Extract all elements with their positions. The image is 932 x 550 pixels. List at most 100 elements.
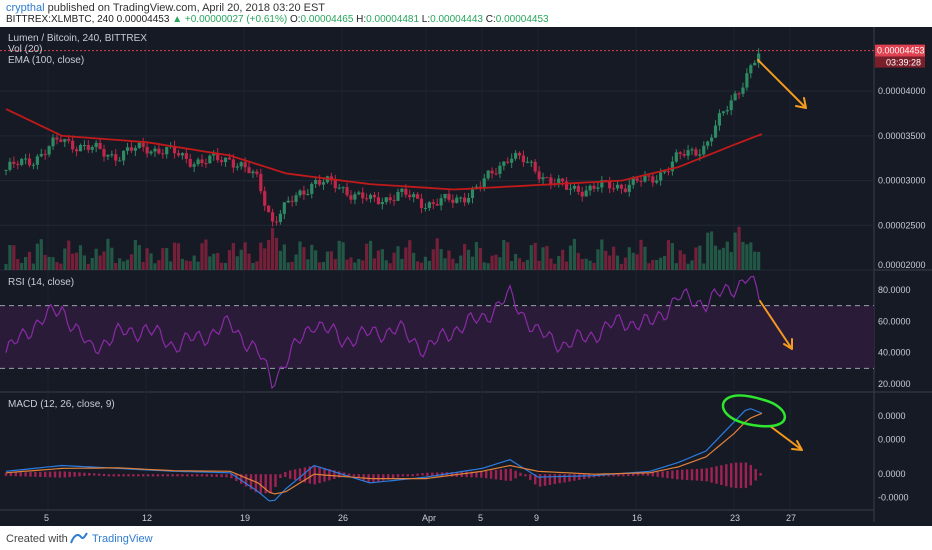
volume-bar xyxy=(643,246,647,270)
volume-bar xyxy=(106,238,110,270)
volume-bar xyxy=(686,263,690,270)
candle-body xyxy=(529,161,533,163)
macd-histogram-bar xyxy=(632,473,635,476)
volume-bar xyxy=(294,254,298,270)
volume-bar xyxy=(141,261,145,270)
candle-body xyxy=(223,157,228,163)
macd-histogram-bar xyxy=(715,466,718,484)
volume-bar xyxy=(553,263,557,270)
macd-histogram-bar xyxy=(534,474,537,485)
volume-bar xyxy=(698,245,702,270)
macd-histogram-bar xyxy=(279,474,282,479)
volume-bar xyxy=(59,263,63,270)
volume-bar xyxy=(118,258,122,270)
volume-bar xyxy=(196,261,200,270)
macd-tick-label: 0.0000 xyxy=(878,434,906,444)
macd-histogram-bar xyxy=(200,474,204,477)
volume-bar xyxy=(8,245,12,270)
volume-bar xyxy=(12,245,16,270)
volume-bar xyxy=(133,239,137,270)
candle-body xyxy=(306,193,310,195)
volume-bar xyxy=(208,256,212,270)
macd-histogram-bar xyxy=(504,468,507,481)
candle-body xyxy=(282,202,286,214)
tradingview-brand[interactable]: TradingView xyxy=(92,533,153,545)
candle-body xyxy=(372,194,377,198)
candle-body xyxy=(310,183,314,194)
candle-body xyxy=(631,178,635,185)
macd-histogram-bar xyxy=(685,469,689,480)
ohlc-line: BITTREX:XLMBTC, 240 0.00004453 ▲ +0.0000… xyxy=(6,14,549,25)
volume-bar xyxy=(545,245,549,270)
candle-body xyxy=(749,65,753,74)
volume-bar xyxy=(204,239,208,270)
candle-body xyxy=(141,142,145,147)
macd-histogram-bar xyxy=(161,474,164,477)
macd-histogram-bar xyxy=(538,474,542,487)
volume-bar xyxy=(24,256,28,270)
high-value: 0.00004481 xyxy=(366,14,420,25)
candle-body xyxy=(267,205,271,213)
candle-body xyxy=(670,161,674,172)
volume-bar xyxy=(619,263,624,270)
volume-bar xyxy=(263,248,267,270)
candle-body xyxy=(24,158,28,160)
candle-body xyxy=(404,188,408,195)
candle-body xyxy=(427,202,431,208)
candle-body xyxy=(31,164,36,166)
macd-histogram-bar xyxy=(308,466,311,484)
volume-bar xyxy=(341,242,345,270)
candle-body xyxy=(698,154,702,156)
macd-histogram-bar xyxy=(710,467,713,483)
macd-histogram-bar xyxy=(666,470,669,479)
volume-bar xyxy=(486,263,490,270)
candle-body xyxy=(435,203,439,206)
candle-body xyxy=(357,192,361,195)
high-label: H: xyxy=(356,14,367,25)
candle-body xyxy=(619,184,624,189)
macd-histogram-bar xyxy=(293,469,297,480)
author-link[interactable]: crypthal xyxy=(6,2,45,14)
volume-bar xyxy=(137,245,141,270)
volume-bar xyxy=(165,247,169,270)
candle-body xyxy=(243,162,247,168)
macd-histogram-bar xyxy=(558,474,561,484)
volume-bar xyxy=(392,252,396,270)
candle-body xyxy=(674,152,678,162)
candle-body xyxy=(557,178,561,185)
change-value: ▲ +0.00000027 (+0.61%) xyxy=(172,14,288,25)
macd-histogram-bar xyxy=(249,474,253,490)
volume-bar xyxy=(521,261,526,270)
volume-bar xyxy=(78,245,83,270)
candle-body xyxy=(220,160,224,163)
last-value: 0.00004453 xyxy=(116,14,170,25)
candle-body xyxy=(212,153,216,156)
chart-canvas[interactable]: 0.00004453 03:39:28 Lumen / Bitcoin, 240… xyxy=(0,27,932,526)
volume-bar xyxy=(337,240,341,270)
candle-body xyxy=(717,113,722,126)
candle-body xyxy=(125,147,130,151)
volume-bar xyxy=(506,242,510,270)
macd-histogram-bar xyxy=(387,474,390,480)
candle-body xyxy=(161,153,165,155)
macd-histogram-bar xyxy=(156,474,160,477)
volume-bar xyxy=(223,262,228,270)
volume-bar xyxy=(596,249,600,270)
macd-histogram-bar xyxy=(298,468,302,482)
macd-histogram-bar xyxy=(195,474,199,477)
volume-bar xyxy=(408,240,412,270)
macd-histogram-bar xyxy=(499,469,503,481)
macd-histogram-bar xyxy=(651,472,654,477)
candle-body xyxy=(192,164,196,167)
macd-histogram-bar xyxy=(132,474,135,477)
macd-histogram-bar xyxy=(514,470,517,479)
candle-body xyxy=(682,154,686,156)
volume-bar xyxy=(466,249,471,270)
macd-histogram-bar xyxy=(734,462,738,489)
volume-bar xyxy=(302,247,306,270)
candle-body xyxy=(396,191,400,201)
volume-bar xyxy=(510,261,514,270)
macd-histogram-bar xyxy=(191,474,194,477)
candle-body xyxy=(502,161,506,166)
volume-bar xyxy=(169,261,173,270)
